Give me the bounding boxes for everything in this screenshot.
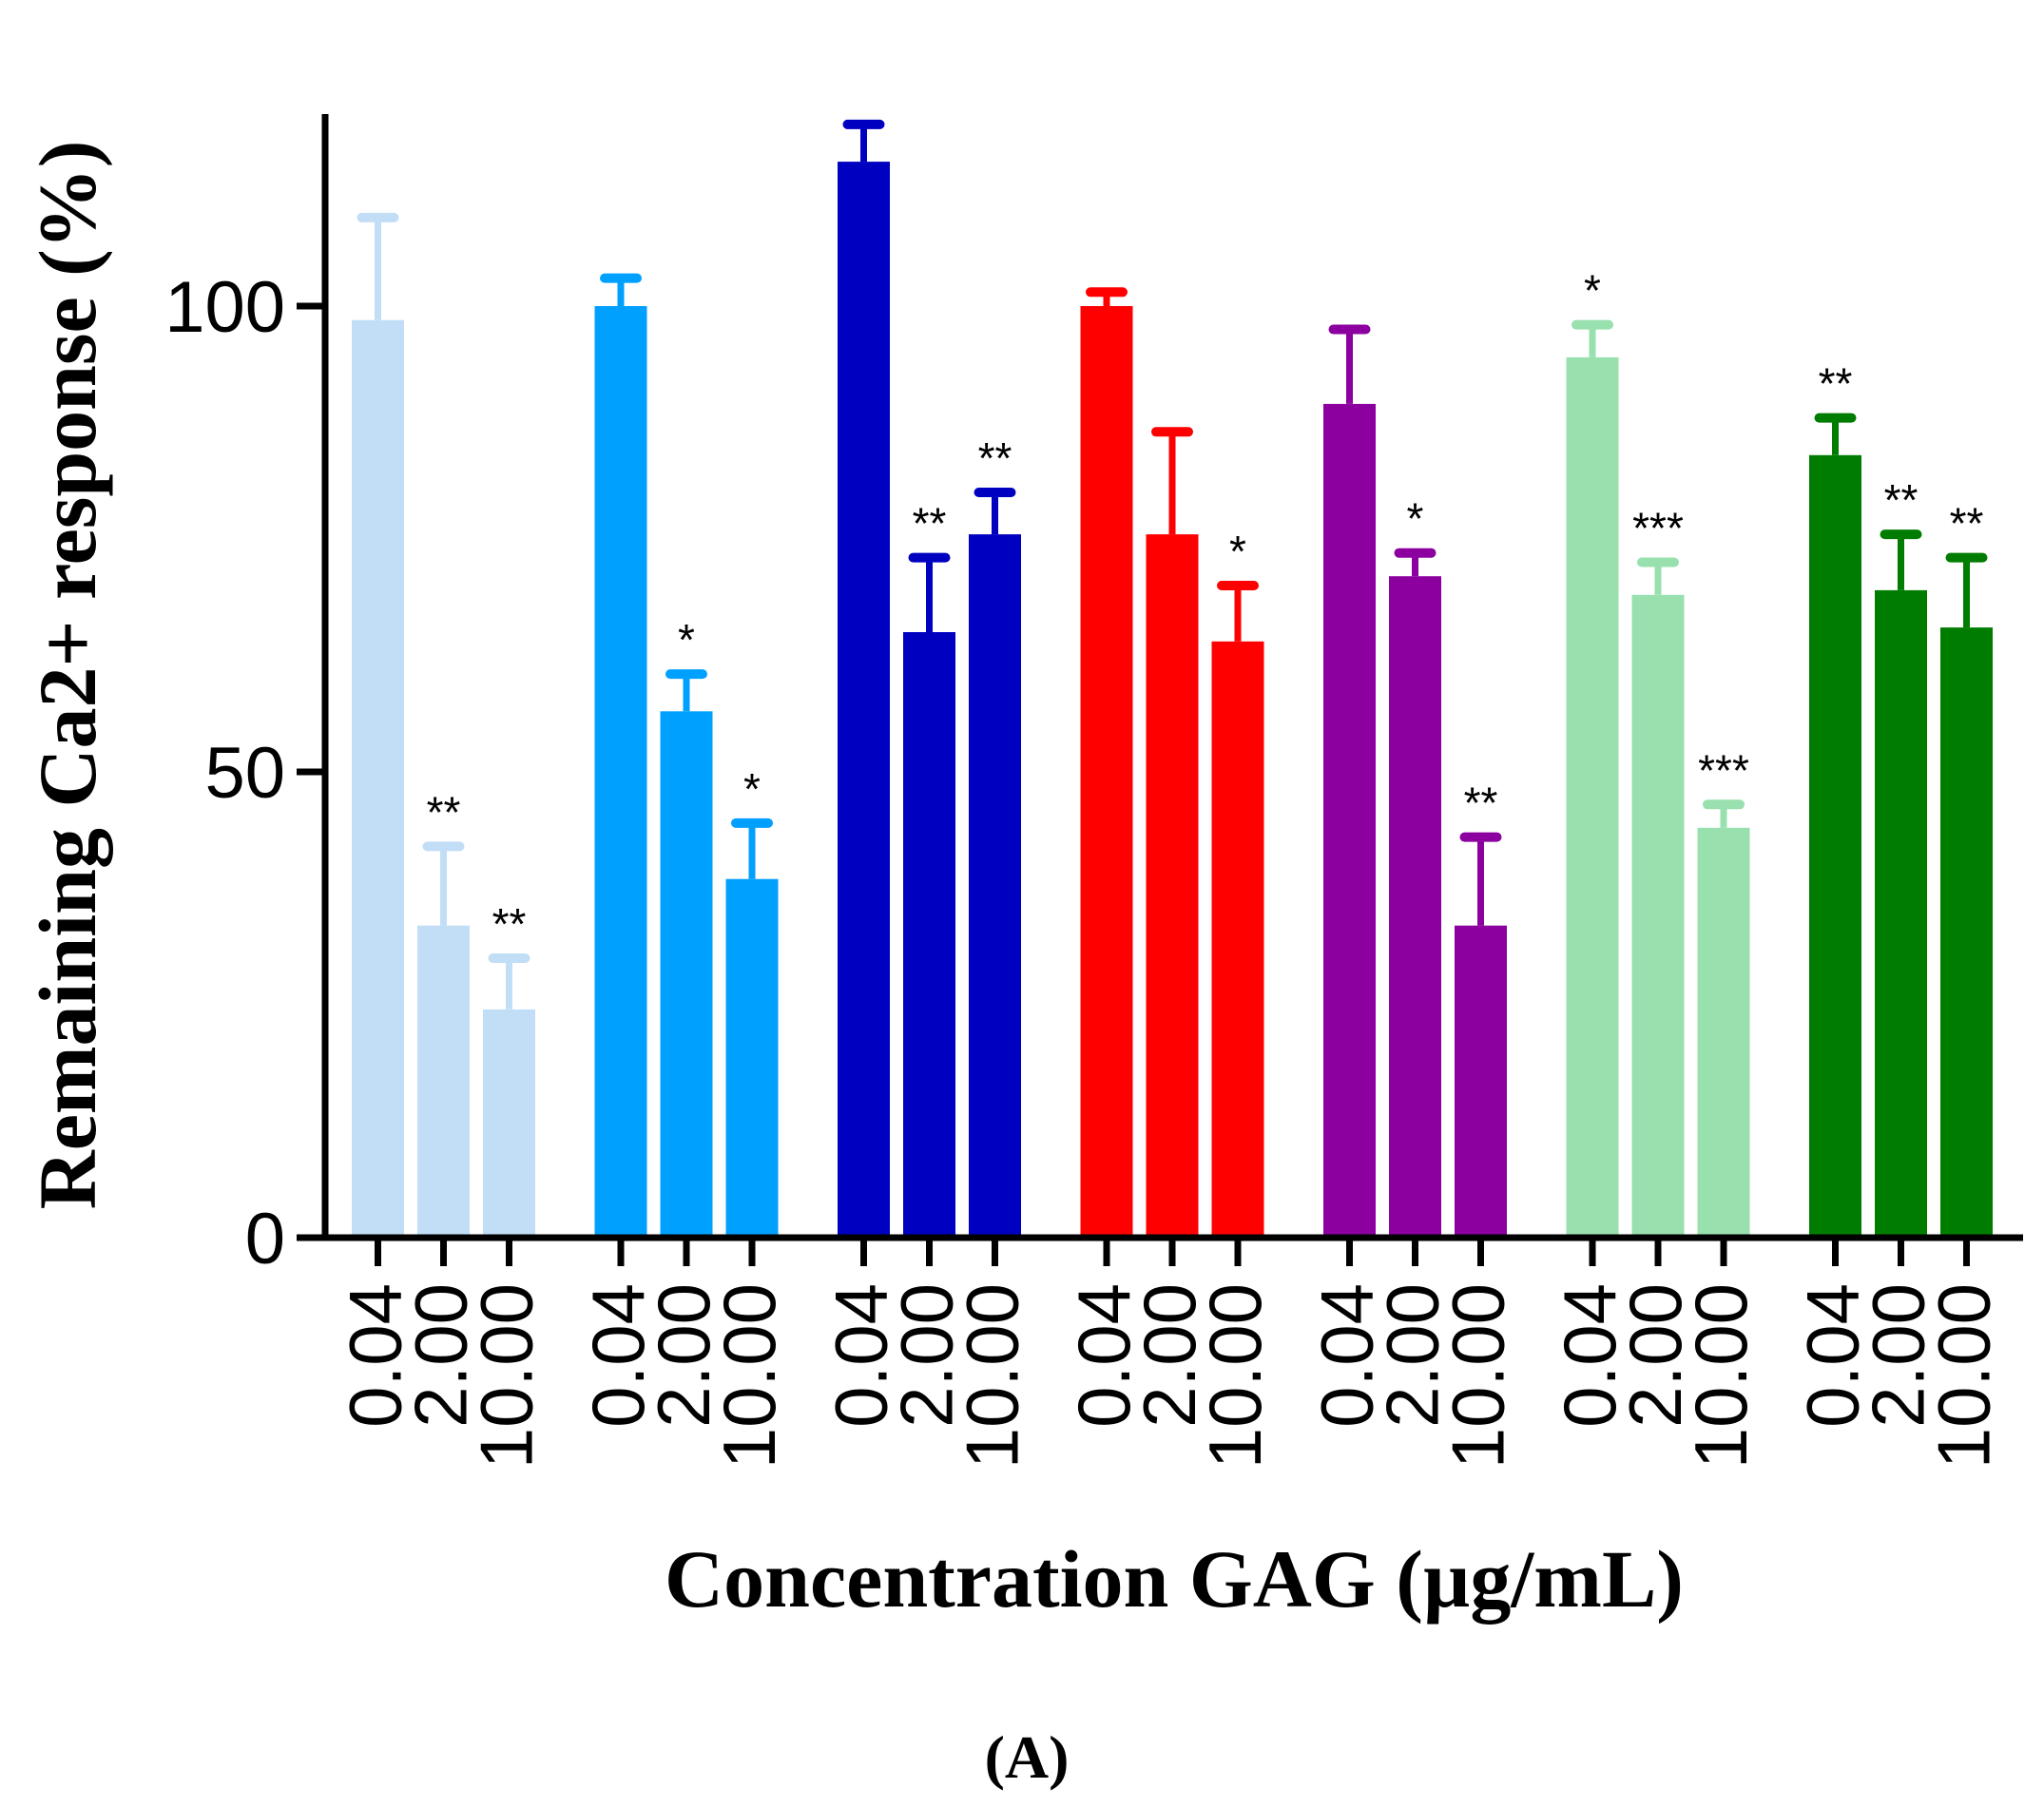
x-tick-label: 2.00 bbox=[642, 1283, 725, 1428]
significance-mark: *** bbox=[1698, 745, 1749, 795]
x-tick-label: 2.00 bbox=[399, 1283, 483, 1428]
bar-g2-c1 bbox=[594, 306, 647, 1238]
x-tick-label: 10.00 bbox=[707, 1283, 791, 1469]
x-tick-label: 10.00 bbox=[1922, 1283, 2006, 1469]
bar-g7-c1 bbox=[1809, 454, 1861, 1238]
bar-g4-c3 bbox=[1211, 641, 1264, 1238]
significance-layer: ************************* ** bbox=[427, 266, 1984, 949]
significance-mark: ** bbox=[1884, 475, 1919, 525]
bar-g3-c2 bbox=[903, 632, 955, 1238]
x-tick-label: 2.00 bbox=[1613, 1283, 1697, 1428]
x-tick-label: 0.04 bbox=[1548, 1283, 1631, 1428]
x-tick-label: 0.04 bbox=[1305, 1283, 1389, 1428]
x-tick-label: 0.04 bbox=[820, 1283, 903, 1428]
x-tick-label: 10.00 bbox=[951, 1283, 1034, 1469]
significance-mark: * bbox=[678, 615, 695, 664]
significance-mark: ** bbox=[978, 433, 1012, 483]
bar-g7-c2 bbox=[1875, 589, 1927, 1238]
significance-mark: ** bbox=[492, 899, 527, 949]
bar-g6-c3 bbox=[1697, 827, 1750, 1238]
significance-mark: ** bbox=[1464, 779, 1498, 828]
x-tick-label: 10.00 bbox=[1679, 1283, 1763, 1469]
bar-g4-c2 bbox=[1146, 534, 1199, 1238]
bar-g3-c3 bbox=[969, 534, 1021, 1238]
significance-mark: * bbox=[743, 764, 761, 814]
bar-g6-c2 bbox=[1631, 594, 1685, 1238]
bar-g4-c1 bbox=[1080, 306, 1133, 1238]
significance-mark: ** bbox=[913, 499, 947, 548]
bar-g7-c3 bbox=[1940, 627, 1993, 1238]
x-axis-label: Concentration GAG (µg/mL) bbox=[665, 1533, 1684, 1625]
x-tick-label: 10.00 bbox=[465, 1283, 549, 1469]
error-bars-layer bbox=[357, 119, 1988, 1010]
significance-mark: * bbox=[1407, 494, 1424, 544]
significance-mark: *** bbox=[1632, 504, 1684, 553]
significance-mark: ** bbox=[427, 787, 461, 837]
x-tick-label: 2.00 bbox=[1128, 1283, 1211, 1428]
significance-mark: ** bbox=[1819, 359, 1853, 409]
y-ticks-layer: 0 50 100 bbox=[164, 267, 325, 1279]
bar-g5-c1 bbox=[1323, 403, 1376, 1238]
bar-g1-c2 bbox=[417, 925, 470, 1238]
significance-mark: * bbox=[1584, 266, 1601, 316]
bar-g5-c3 bbox=[1455, 925, 1507, 1238]
y-axis-label: Remaining Ca2+ response (%) bbox=[22, 141, 113, 1210]
significance-mark: ** bbox=[1950, 499, 1984, 548]
panel-label: (A) bbox=[985, 1723, 1070, 1791]
y-tick-label: 0 bbox=[245, 1199, 285, 1279]
x-tick-label: 0.04 bbox=[1062, 1283, 1146, 1428]
x-tick-label: 2.00 bbox=[885, 1283, 969, 1428]
bar-g2-c2 bbox=[660, 711, 713, 1238]
significance-mark: * bbox=[1229, 527, 1246, 576]
bar-g6-c1 bbox=[1566, 356, 1619, 1238]
x-tick-label: 10.00 bbox=[1437, 1283, 1520, 1469]
x-tick-label: 0.04 bbox=[576, 1283, 660, 1428]
bar-g2-c3 bbox=[725, 878, 779, 1238]
x-tick-label: 2.00 bbox=[1371, 1283, 1455, 1428]
bars-layer bbox=[352, 162, 1993, 1239]
y-tick-label: 100 bbox=[164, 267, 285, 348]
bar-g1-c1 bbox=[352, 319, 404, 1238]
x-tick-label: 0.04 bbox=[334, 1283, 417, 1428]
y-tick-label: 50 bbox=[204, 733, 285, 814]
x-tick-label: 0.04 bbox=[1791, 1283, 1875, 1428]
x-tick-label: 10.00 bbox=[1193, 1283, 1277, 1469]
bar-g1-c3 bbox=[483, 1009, 535, 1238]
x-tick-label: 2.00 bbox=[1857, 1283, 1940, 1428]
bar-g5-c2 bbox=[1389, 576, 1441, 1238]
bar-g3-c1 bbox=[838, 162, 890, 1239]
